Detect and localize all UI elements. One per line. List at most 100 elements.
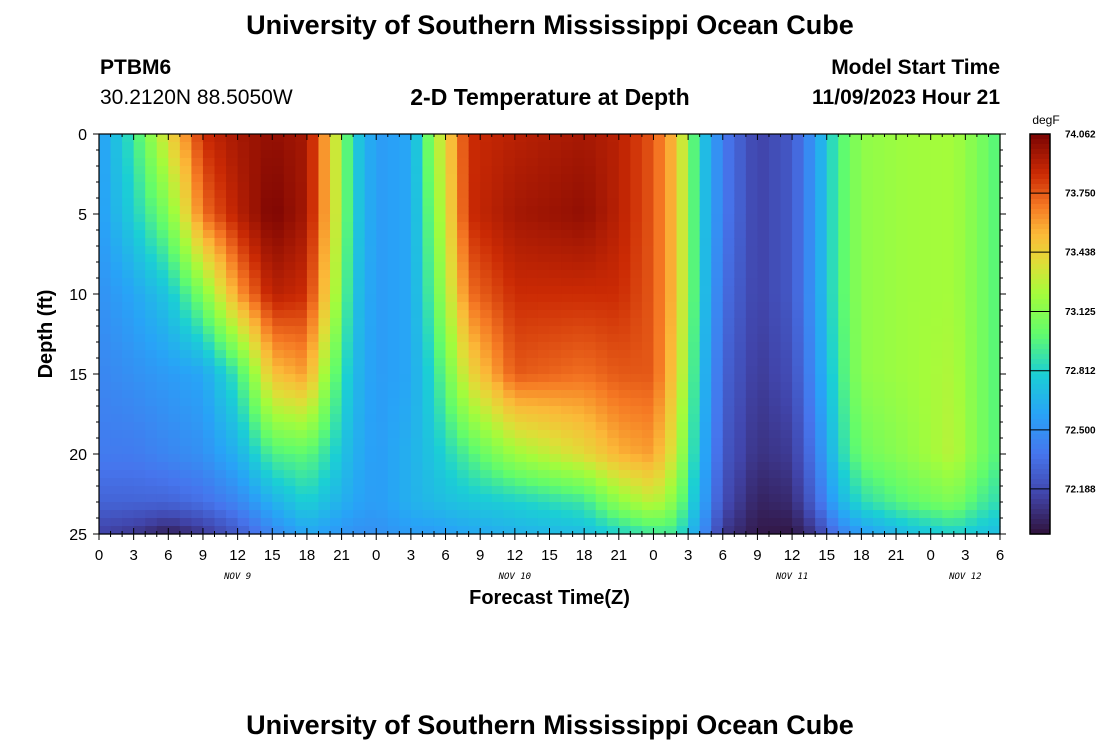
heatmap-cell [953, 414, 966, 423]
heatmap-cell [595, 294, 608, 303]
heatmap-cell [722, 486, 735, 495]
heatmap-cell [318, 142, 331, 151]
heatmap-cell [110, 214, 123, 223]
heatmap-cell [896, 430, 909, 439]
heatmap-cell [514, 422, 527, 431]
heatmap-cell [387, 214, 400, 223]
heatmap-cell [433, 230, 447, 239]
heatmap-cell [792, 446, 805, 455]
heatmap-cell [295, 438, 308, 447]
heatmap-cell [156, 518, 169, 527]
heatmap-cell [226, 350, 239, 359]
heatmap-cell [468, 342, 481, 351]
heatmap-cell [792, 318, 805, 327]
heatmap-cell [179, 510, 193, 519]
heatmap-cell [410, 510, 424, 519]
heatmap-cell [861, 238, 874, 247]
heatmap-cell [561, 358, 574, 367]
heatmap-cell [988, 350, 1001, 359]
heatmap-cell [145, 422, 158, 431]
heatmap-cell [734, 390, 747, 399]
heatmap-cell [422, 238, 435, 247]
heatmap-cell [919, 342, 932, 351]
heatmap-cell [387, 502, 400, 511]
heatmap-cell [422, 486, 435, 495]
heatmap-cell [884, 302, 897, 311]
heatmap-cell [260, 342, 273, 351]
heatmap-cell [376, 430, 389, 439]
heatmap-cell [595, 142, 608, 151]
heatmap-cell [838, 286, 851, 295]
heatmap-cell [907, 438, 920, 447]
heatmap-cell [399, 454, 412, 463]
heatmap-cell [676, 510, 689, 519]
heatmap-cell [803, 230, 816, 239]
heatmap-cell [364, 398, 377, 407]
heatmap-cell [156, 422, 169, 431]
heatmap-cell [353, 214, 366, 223]
heatmap-cell [214, 358, 227, 367]
heatmap-cell [607, 182, 620, 191]
heatmap-cell [584, 462, 597, 471]
heatmap-cell [491, 262, 504, 271]
heatmap-cell [780, 374, 793, 383]
heatmap-cell [942, 166, 955, 175]
heatmap-cell [191, 526, 204, 535]
heatmap-cell [572, 262, 585, 271]
heatmap-cell [202, 430, 216, 439]
heatmap-cell [318, 254, 331, 263]
heatmap-cell [202, 254, 216, 263]
heatmap-cell [457, 478, 470, 487]
heatmap-cell [410, 470, 424, 479]
heatmap-cell [237, 150, 250, 159]
heatmap-cell [561, 374, 574, 383]
heatmap-cell [514, 142, 527, 151]
heatmap-cell [445, 302, 458, 311]
heatmap-cell [838, 230, 851, 239]
heatmap-cell [214, 214, 227, 223]
heatmap-cell [584, 310, 597, 319]
heatmap-cell [283, 510, 296, 519]
heatmap-cell [330, 518, 343, 527]
heatmap-cell [792, 246, 805, 255]
heatmap-cell [630, 470, 643, 479]
heatmap-cell [110, 158, 123, 167]
heatmap-cell [341, 526, 354, 535]
heatmap-cell [607, 470, 620, 479]
heatmap-cell [295, 134, 308, 143]
heatmap-cell [826, 510, 839, 519]
heatmap-cell [861, 462, 874, 471]
heatmap-cell [965, 422, 978, 431]
heatmap-cell [179, 310, 193, 319]
heatmap-cell [179, 174, 193, 183]
heatmap-cell [341, 166, 354, 175]
heatmap-cell [237, 342, 250, 351]
heatmap-cell [861, 166, 874, 175]
heatmap-cell [364, 510, 377, 519]
heatmap-cell [838, 374, 851, 383]
heatmap-cell [283, 270, 296, 279]
heatmap-cell [179, 142, 193, 151]
heatmap-cell [364, 350, 377, 359]
heatmap-cell [838, 174, 851, 183]
colorbar-segment [1030, 329, 1050, 335]
heatmap-cell [549, 254, 562, 263]
heatmap-cell [433, 366, 447, 375]
heatmap-cell [99, 158, 112, 167]
heatmap-cell [699, 158, 712, 167]
heatmap-cell [965, 358, 978, 367]
heatmap-cell [768, 510, 782, 519]
heatmap-cell [780, 318, 793, 327]
heatmap-cell [561, 478, 574, 487]
heatmap-cell [202, 326, 216, 335]
heatmap-cell [110, 142, 123, 151]
heatmap-cell [249, 286, 262, 295]
heatmap-cell [480, 390, 493, 399]
heatmap-cell [757, 478, 770, 487]
heatmap-cell [226, 334, 239, 343]
heatmap-cell [191, 366, 204, 375]
heatmap-cell [514, 518, 527, 527]
heatmap-cell [433, 438, 447, 447]
heatmap-cell [792, 270, 805, 279]
heatmap-cell [780, 174, 793, 183]
